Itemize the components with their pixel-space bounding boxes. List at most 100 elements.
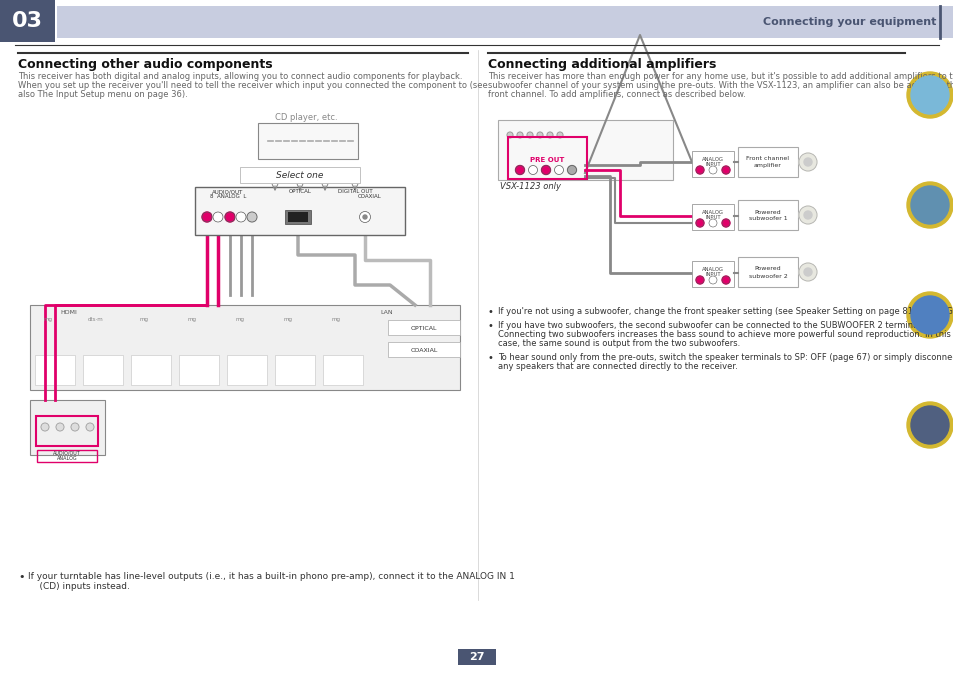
Text: If you have two subwoofers, the second subwoofer can be connected to the SUBWOOF: If you have two subwoofers, the second s…: [497, 321, 923, 330]
FancyBboxPatch shape: [323, 355, 363, 385]
Circle shape: [708, 166, 717, 174]
FancyBboxPatch shape: [388, 342, 459, 357]
Circle shape: [906, 182, 952, 228]
FancyBboxPatch shape: [194, 187, 405, 235]
Text: PRE OUT: PRE OUT: [529, 157, 563, 163]
Text: HDMI: HDMI: [60, 310, 77, 315]
Text: amplifier: amplifier: [753, 163, 781, 169]
FancyBboxPatch shape: [691, 204, 733, 230]
Text: CD player, etc.: CD player, etc.: [274, 113, 337, 122]
Text: VSX-1123 only: VSX-1123 only: [499, 182, 560, 191]
Circle shape: [799, 263, 816, 281]
Circle shape: [506, 132, 513, 138]
Text: If your turntable has line-level outputs (i.e., it has a built-in phono pre-amp): If your turntable has line-level outputs…: [28, 572, 515, 581]
Circle shape: [721, 276, 729, 284]
Text: mg: mg: [331, 317, 340, 322]
Text: subwoofer 1: subwoofer 1: [748, 217, 786, 221]
Circle shape: [803, 158, 811, 166]
Text: Connecting other audio components: Connecting other audio components: [18, 58, 273, 71]
FancyBboxPatch shape: [274, 355, 314, 385]
Text: AUDIO/OUT: AUDIO/OUT: [213, 189, 243, 194]
Text: •: •: [488, 307, 494, 317]
Circle shape: [910, 406, 948, 444]
Circle shape: [515, 165, 524, 175]
FancyBboxPatch shape: [497, 120, 672, 180]
FancyBboxPatch shape: [691, 151, 733, 177]
Text: 03: 03: [11, 11, 43, 31]
FancyBboxPatch shape: [83, 355, 123, 385]
Circle shape: [721, 219, 729, 227]
Text: COAXIAL: COAXIAL: [410, 348, 437, 352]
Text: •: •: [488, 321, 494, 331]
Text: (CD) inputs instead.: (CD) inputs instead.: [28, 582, 130, 591]
Text: subwoofer channel of your system using the pre-outs. With the VSX-1123, an ampli: subwoofer channel of your system using t…: [488, 81, 953, 90]
Text: Powered: Powered: [754, 209, 781, 215]
Circle shape: [202, 212, 212, 222]
Text: LAN: LAN: [379, 310, 393, 315]
Text: mg: mg: [283, 317, 293, 322]
Circle shape: [799, 206, 816, 224]
Circle shape: [708, 219, 717, 227]
Text: To hear sound only from the pre-outs, switch the speaker terminals to SP: OFF (p: To hear sound only from the pre-outs, sw…: [497, 353, 953, 362]
Text: also The Input Setup menu on page 36).: also The Input Setup menu on page 36).: [18, 90, 188, 99]
Circle shape: [247, 212, 256, 222]
Text: Front channel: Front channel: [745, 157, 789, 161]
Circle shape: [906, 72, 952, 118]
FancyBboxPatch shape: [240, 167, 359, 183]
Text: This receiver has more than enough power for any home use, but it's possible to : This receiver has more than enough power…: [488, 72, 953, 81]
Text: INPUT: INPUT: [704, 272, 720, 277]
FancyBboxPatch shape: [738, 147, 797, 177]
Circle shape: [696, 276, 703, 284]
Text: mg: mg: [139, 317, 149, 322]
Text: any speakers that are connected directly to the receiver.: any speakers that are connected directly…: [497, 362, 737, 371]
Text: •: •: [488, 353, 494, 363]
Text: Connecting two subwoofers increases the bass sound to achieve more powerful soun: Connecting two subwoofers increases the …: [497, 330, 950, 339]
Text: Select one: Select one: [276, 171, 323, 180]
Text: ANALOG: ANALOG: [701, 157, 723, 162]
Text: Connecting your equipment: Connecting your equipment: [761, 17, 935, 27]
Circle shape: [799, 153, 816, 171]
Text: Powered: Powered: [754, 267, 781, 271]
Text: mg: mg: [188, 317, 196, 322]
Circle shape: [708, 276, 717, 284]
FancyBboxPatch shape: [285, 210, 311, 224]
Text: •: •: [18, 572, 25, 582]
Text: INPUT: INPUT: [704, 162, 720, 167]
FancyBboxPatch shape: [691, 261, 733, 287]
Circle shape: [225, 212, 234, 222]
Circle shape: [86, 423, 94, 431]
Circle shape: [41, 423, 49, 431]
Circle shape: [910, 296, 948, 334]
Circle shape: [906, 402, 952, 448]
Text: ANALOG: ANALOG: [701, 267, 723, 272]
FancyBboxPatch shape: [30, 400, 105, 455]
FancyBboxPatch shape: [179, 355, 219, 385]
Circle shape: [56, 423, 64, 431]
Circle shape: [721, 166, 729, 174]
Text: COAXIAL: COAXIAL: [357, 194, 381, 199]
Text: mg: mg: [44, 317, 52, 322]
Text: 27: 27: [469, 652, 484, 662]
Circle shape: [567, 165, 576, 175]
Text: 8  ANALOG  L: 8 ANALOG L: [210, 194, 246, 199]
FancyBboxPatch shape: [288, 212, 308, 222]
FancyBboxPatch shape: [457, 649, 496, 665]
FancyBboxPatch shape: [0, 0, 55, 42]
Circle shape: [359, 211, 370, 223]
Circle shape: [363, 215, 367, 219]
Circle shape: [546, 132, 553, 138]
Circle shape: [526, 132, 533, 138]
Circle shape: [517, 132, 522, 138]
FancyBboxPatch shape: [738, 257, 797, 287]
Circle shape: [235, 212, 246, 222]
Text: If you're not using a subwoofer, change the front speaker setting (see Speaker S: If you're not using a subwoofer, change …: [497, 307, 953, 316]
FancyBboxPatch shape: [388, 320, 459, 335]
Circle shape: [71, 423, 79, 431]
Text: DIGITAL OUT: DIGITAL OUT: [337, 189, 372, 194]
Circle shape: [910, 186, 948, 224]
Circle shape: [803, 268, 811, 276]
Circle shape: [557, 132, 562, 138]
Text: dts·m: dts·m: [88, 317, 104, 322]
Circle shape: [910, 76, 948, 114]
Text: When you set up the receiver you'll need to tell the receiver which input you co: When you set up the receiver you'll need…: [18, 81, 487, 90]
